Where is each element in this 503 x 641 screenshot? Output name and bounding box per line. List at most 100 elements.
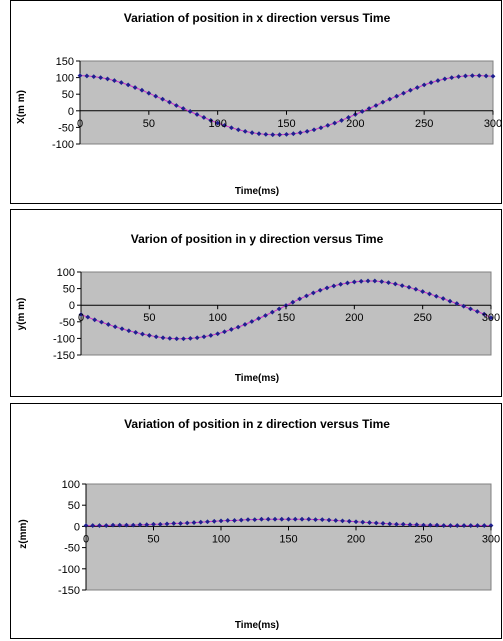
data-point	[340, 518, 345, 524]
data-point	[252, 517, 258, 523]
data-point	[256, 131, 262, 137]
data-point	[338, 281, 344, 287]
data-point	[359, 109, 365, 114]
data-point	[139, 87, 145, 93]
data-point	[92, 317, 98, 323]
data-point	[256, 316, 262, 321]
data-point	[420, 289, 426, 294]
data-point	[434, 522, 440, 528]
x-tick-label: 200	[346, 118, 364, 130]
data-point	[310, 290, 316, 296]
x-axis-label: Time(ms)	[235, 620, 279, 631]
x-tick-label: 0	[77, 118, 83, 130]
data-point	[387, 521, 393, 527]
x-tick-label: 250	[415, 118, 433, 130]
y-tick-label: -100	[53, 333, 75, 345]
data-point	[481, 311, 487, 317]
y-tick-label: 100	[62, 479, 80, 491]
data-point	[297, 296, 303, 302]
x-axis-label: Time(ms)	[235, 373, 279, 384]
y-tick-label: -50	[59, 317, 75, 329]
y-tick-label: -50	[64, 543, 80, 555]
y-axis-label: y(m m)	[16, 298, 27, 331]
data-point	[105, 322, 111, 327]
y-tick-label: -50	[58, 122, 74, 134]
y-tick-label: -150	[53, 350, 75, 362]
chart-z-position: Variation of position in z direction ver…	[10, 403, 502, 639]
x-tick-label: 150	[277, 118, 295, 130]
data-point	[160, 96, 166, 102]
x-axis-label: Time(ms)	[235, 186, 279, 197]
y-tick-label: 50	[62, 89, 74, 101]
data-point	[263, 131, 269, 137]
y-tick-label: 100	[57, 267, 75, 279]
data-point	[324, 285, 330, 291]
data-point	[317, 287, 323, 293]
data-point	[198, 519, 204, 525]
data-point	[428, 80, 434, 85]
data-point	[406, 284, 412, 290]
data-point	[284, 131, 289, 137]
data-point	[373, 103, 379, 108]
x-tick-label: 50	[147, 533, 159, 545]
data-point	[331, 283, 337, 289]
data-point	[245, 517, 251, 523]
data-point	[332, 120, 338, 126]
data-point	[146, 90, 152, 96]
x-tick-label: 300	[482, 533, 500, 545]
data-point	[454, 301, 460, 306]
data-point	[306, 516, 312, 522]
x-tick-label: 300	[482, 312, 500, 324]
data-point	[380, 99, 386, 105]
data-point	[157, 521, 163, 527]
y-tick-label: -100	[52, 139, 74, 151]
data-point	[249, 130, 255, 136]
data-point	[201, 115, 207, 120]
x-tick-label: 150	[277, 312, 295, 324]
x-tick-label: 100	[212, 533, 230, 545]
x-tick-label: 150	[279, 533, 297, 545]
data-point	[249, 319, 255, 324]
data-point	[353, 519, 359, 525]
x-tick-label: 50	[143, 118, 155, 130]
y-tick-label: -150	[58, 585, 80, 597]
data-point	[413, 286, 419, 292]
chart-title: Variation of position in z direction ver…	[124, 417, 390, 431]
plot-area	[79, 60, 494, 145]
x-tick-label: 50	[143, 312, 155, 324]
x-tick-label: 200	[347, 533, 365, 545]
data-point	[365, 278, 371, 284]
x-tick-label: 0	[78, 312, 84, 324]
chart-title: Varion of position in y direction versus…	[131, 232, 384, 246]
plot-area	[80, 271, 492, 356]
data-point	[112, 78, 117, 83]
x-tick-label: 250	[413, 312, 431, 324]
data-point	[488, 315, 494, 321]
data-point	[269, 309, 275, 315]
data-point	[304, 128, 310, 134]
y-tick-label: 150	[56, 56, 74, 68]
data-point	[399, 283, 405, 289]
data-point	[440, 296, 446, 301]
data-point	[290, 299, 296, 305]
data-point	[140, 331, 145, 337]
chart-x-svg: Variation of position in x direction ver…	[16, 11, 502, 197]
data-point	[318, 125, 324, 131]
data-point	[407, 87, 413, 93]
data-point	[290, 131, 296, 137]
y-tick-label: -100	[58, 564, 80, 576]
y-tick-label: 100	[56, 73, 74, 85]
data-point	[215, 120, 221, 126]
data-point	[201, 334, 207, 340]
y-tick-label: 50	[63, 284, 75, 296]
y-tick-label: 50	[68, 500, 80, 512]
data-point	[427, 522, 433, 528]
data-point	[208, 333, 214, 338]
data-point	[366, 106, 372, 111]
x-tick-label: 0	[83, 533, 89, 545]
data-point	[304, 293, 309, 299]
y-axis-label: X(m m)	[16, 90, 27, 124]
data-point	[311, 127, 317, 133]
data-point	[386, 280, 391, 286]
data-point	[229, 125, 234, 131]
